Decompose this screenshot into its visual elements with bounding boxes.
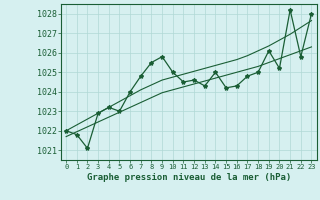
X-axis label: Graphe pression niveau de la mer (hPa): Graphe pression niveau de la mer (hPa) [87,173,291,182]
